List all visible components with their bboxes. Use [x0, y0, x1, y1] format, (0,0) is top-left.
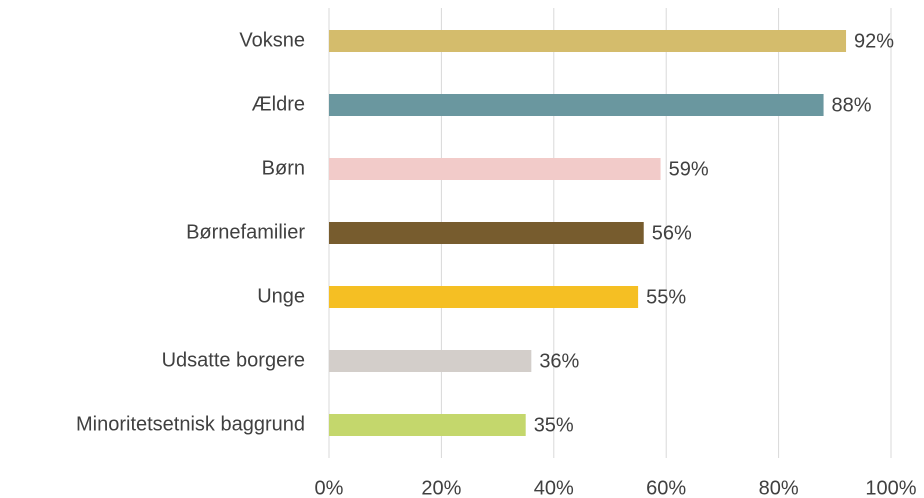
category-label: Børnefamilier — [186, 221, 305, 243]
category-label: Voksne — [239, 29, 305, 51]
category-label: Udsatte borgere — [162, 349, 305, 371]
category-label: Ældre — [252, 93, 305, 115]
bar — [329, 158, 661, 180]
category-label: Unge — [257, 285, 305, 307]
x-tick-label: 60% — [646, 477, 686, 498]
x-tick-label: 80% — [759, 477, 799, 498]
x-tick-label: 20% — [421, 477, 461, 498]
bar — [329, 94, 824, 116]
category-label: Minoritetsetnisk baggrund — [76, 413, 305, 435]
category-label: Børn — [262, 157, 305, 179]
x-tick-label: 0% — [315, 477, 344, 498]
value-label: 59% — [669, 158, 709, 180]
x-tick-label: 40% — [534, 477, 574, 498]
value-label: 55% — [646, 286, 686, 308]
x-tick-label: 100% — [865, 477, 916, 498]
value-label: 88% — [832, 94, 872, 116]
value-label: 36% — [539, 350, 579, 372]
value-label: 56% — [652, 222, 692, 244]
value-label: 35% — [534, 414, 574, 436]
bar — [329, 286, 639, 308]
value-label: 92% — [854, 30, 894, 52]
bar — [329, 30, 847, 52]
bar — [329, 350, 532, 372]
bar — [329, 414, 526, 436]
bar — [329, 222, 644, 244]
